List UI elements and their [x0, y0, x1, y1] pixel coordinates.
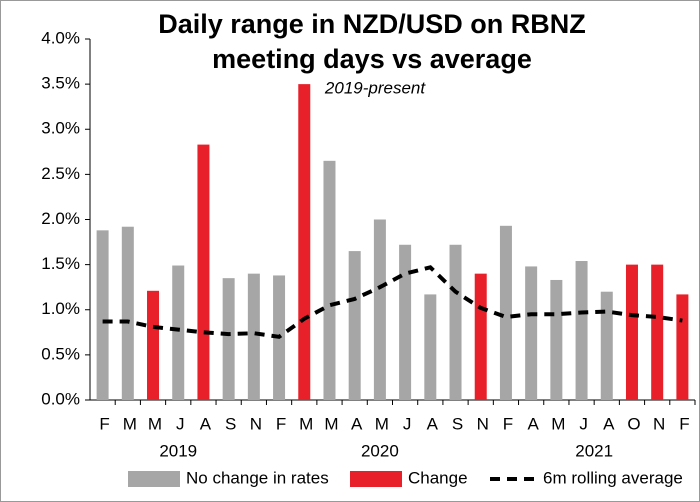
bar — [550, 279, 563, 400]
legend-label: Change — [408, 468, 468, 487]
bar — [474, 273, 487, 400]
x-tick-label: F — [503, 414, 513, 433]
x-tick-label: J — [176, 414, 185, 433]
legend-swatch — [128, 471, 180, 487]
bar — [525, 266, 538, 400]
x-group-label: 2019 — [159, 441, 197, 460]
y-tick-label: 3.5% — [41, 74, 80, 93]
bar — [323, 160, 336, 400]
bar — [222, 278, 235, 400]
y-tick-label: 0.5% — [41, 344, 80, 363]
bar — [399, 244, 412, 400]
x-tick-label: M — [299, 414, 313, 433]
y-tick-label: 2.0% — [41, 209, 80, 228]
x-tick-label: A — [527, 414, 539, 433]
bar — [298, 84, 311, 400]
bar — [121, 226, 134, 400]
x-tick-label: S — [452, 414, 463, 433]
x-tick-label: A — [603, 414, 615, 433]
x-tick-label: A — [351, 414, 363, 433]
x-tick-label: O — [627, 414, 640, 433]
bar — [676, 294, 689, 400]
x-tick-label: A — [427, 414, 439, 433]
x-tick-label: M — [123, 414, 137, 433]
bar — [373, 219, 386, 400]
x-tick-label: F — [679, 414, 689, 433]
bar — [424, 294, 437, 400]
y-tick-label: 4.0% — [41, 28, 80, 47]
bar — [499, 225, 512, 400]
x-tick-label: N — [477, 414, 489, 433]
x-tick-label: M — [551, 414, 565, 433]
bar — [197, 144, 210, 400]
bar — [348, 251, 361, 400]
x-tick-label: J — [579, 414, 588, 433]
x-tick-label: J — [403, 414, 412, 433]
bar — [575, 261, 588, 400]
x-group-label: 2020 — [361, 441, 399, 460]
bar — [247, 273, 260, 400]
y-tick-label: 2.5% — [41, 164, 80, 183]
x-tick-label: M — [375, 414, 389, 433]
y-tick-label: 3.0% — [41, 119, 80, 138]
chart-title: Daily range in NZD/USD on RBNZ — [158, 9, 586, 39]
x-tick-label: F — [99, 414, 109, 433]
legend-label: 6m rolling average — [543, 468, 683, 487]
x-tick-label: M — [324, 414, 338, 433]
legend-swatch — [350, 471, 402, 487]
x-tick-label: N — [250, 414, 262, 433]
bar — [96, 230, 109, 400]
x-tick-label: N — [653, 414, 665, 433]
chart-title: meeting days vs average — [212, 44, 532, 74]
y-tick-label: 1.5% — [41, 254, 80, 273]
y-tick-label: 1.0% — [41, 299, 80, 318]
y-tick-label: 0.0% — [41, 389, 80, 408]
x-tick-label: F — [276, 414, 286, 433]
bar — [449, 244, 462, 400]
bar — [600, 291, 613, 400]
legend-label: No change in rates — [186, 468, 329, 487]
chart-subtitle: 2019-present — [324, 78, 426, 97]
bar — [625, 264, 638, 400]
bar — [147, 290, 160, 400]
bar — [172, 265, 185, 400]
bar — [651, 264, 664, 400]
x-tick-label: A — [200, 414, 212, 433]
x-group-label: 2021 — [575, 441, 613, 460]
line — [102, 265, 683, 339]
x-tick-label: M — [148, 414, 162, 433]
x-tick-label: S — [225, 414, 236, 433]
